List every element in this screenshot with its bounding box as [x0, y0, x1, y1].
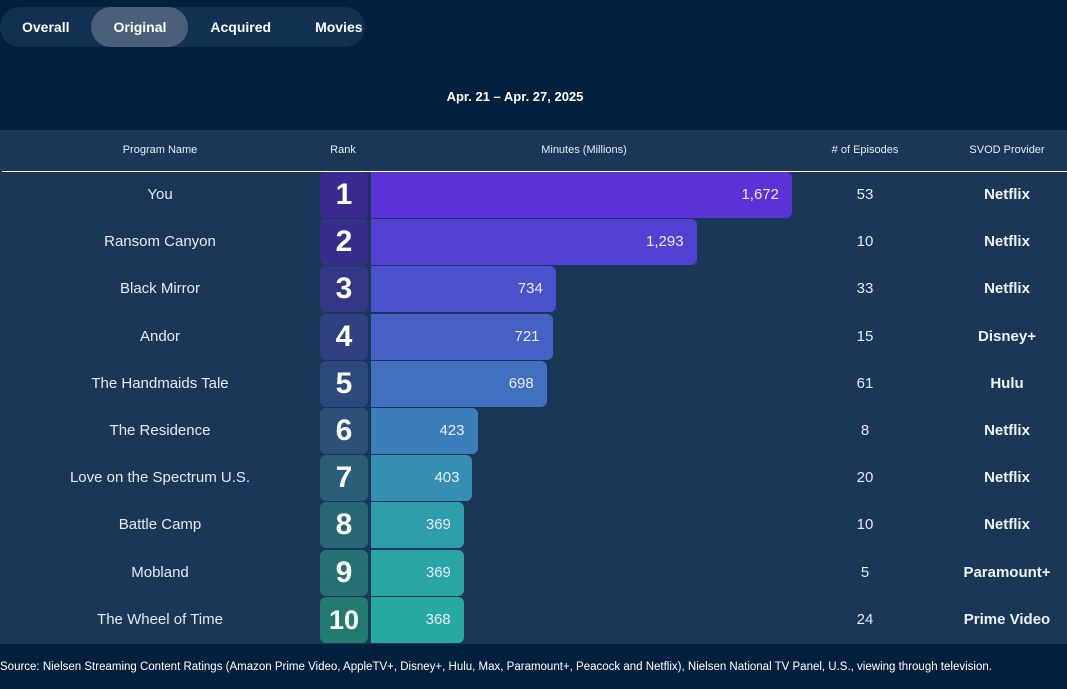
- minutes-value-label: 734: [517, 280, 543, 298]
- table-row: Andor 4 721 15 Disney+: [0, 313, 1067, 360]
- program-name: Battle Camp: [118, 516, 202, 534]
- svod-provider: Hulu: [990, 374, 1024, 392]
- table-row: The Handmaids Tale 5 698 61 Hulu: [0, 360, 1067, 407]
- rank-badge: 3: [320, 266, 368, 313]
- episode-count: 8: [860, 422, 870, 439]
- svod-provider: Paramount+: [963, 563, 1051, 581]
- minutes-value-label: 369: [425, 516, 451, 534]
- program-name: Love on the Spectrum U.S.: [69, 469, 251, 487]
- rank-badge: 9: [320, 549, 368, 596]
- minutes-value-label: 1,672: [741, 186, 779, 203]
- episode-count: 5: [860, 563, 870, 581]
- episode-count: 53: [856, 186, 874, 203]
- header-minutes: Minutes (Millions): [541, 144, 627, 156]
- header-rank: Rank: [330, 144, 356, 156]
- minutes-bar: 423: [371, 408, 478, 454]
- episode-count: 10: [856, 516, 874, 534]
- minutes-value-label: 698: [508, 374, 534, 392]
- program-name: You: [147, 186, 173, 203]
- minutes-bar: 1,672: [371, 172, 792, 218]
- minutes-bar: 369: [371, 549, 464, 596]
- episode-count: 10: [856, 233, 874, 251]
- program-name: Black Mirror: [119, 280, 201, 298]
- ranking-table: Program Name Rank Minutes (Millions) # o…: [0, 130, 1067, 644]
- rank-badge: 6: [320, 408, 368, 454]
- minutes-bar: 698: [371, 360, 547, 407]
- tab-acquired[interactable]: Acquired: [210, 19, 272, 35]
- program-name: The Handmaids Tale: [91, 374, 229, 392]
- minutes-bar: 721: [371, 313, 553, 360]
- table-row: Ransom Canyon 2 1,293 10 Netflix: [0, 219, 1067, 266]
- svod-provider: Netflix: [984, 280, 1030, 298]
- rank-badge: 5: [320, 360, 368, 407]
- minutes-value-label: 1,293: [646, 233, 684, 251]
- table-row: The Wheel of Time 10 368 24 Prime Video: [0, 596, 1067, 643]
- minutes-value-label: 403: [434, 469, 460, 487]
- svod-provider: Netflix: [984, 233, 1030, 251]
- svod-provider: Prime Video: [963, 610, 1051, 628]
- minutes-bar: 403: [371, 455, 473, 502]
- program-name: Mobland: [131, 563, 189, 581]
- episode-count: 15: [856, 327, 874, 345]
- table-row: You 1 1,672 53 Netflix: [0, 172, 1067, 218]
- minutes-value-label: 721: [514, 327, 540, 345]
- header-provider: SVOD Provider: [969, 144, 1045, 156]
- table-row: Black Mirror 3 734 33 Netflix: [0, 266, 1067, 313]
- minutes-value-label: 368: [425, 610, 451, 628]
- tab-movies[interactable]: Movies: [315, 19, 363, 35]
- program-name: The Residence: [109, 422, 211, 439]
- svod-provider: Disney+: [978, 327, 1036, 345]
- table-row: The Residence 6 423 8 Netflix: [0, 408, 1067, 454]
- minutes-bar: 734: [371, 266, 556, 313]
- episode-count: 24: [856, 610, 874, 628]
- rank-badge: 1: [320, 172, 368, 218]
- svod-provider: Netflix: [984, 422, 1030, 439]
- rank-badge: 2: [320, 219, 368, 266]
- minutes-value-label: 423: [439, 422, 465, 439]
- program-name: Ransom Canyon: [104, 233, 216, 251]
- svod-provider: Netflix: [984, 469, 1030, 487]
- rank-badge: 4: [320, 313, 368, 360]
- rank-badge: 10: [320, 596, 368, 643]
- rank-badge: 8: [320, 502, 368, 549]
- header-episodes: # of Episodes: [831, 144, 899, 156]
- episode-count: 33: [856, 280, 874, 298]
- tab-overall[interactable]: Overall: [22, 19, 70, 35]
- minutes-bar: 1,293: [371, 219, 697, 266]
- rank-badge: 7: [320, 455, 368, 502]
- table-row: Mobland 9 369 5 Paramount+: [0, 549, 1067, 596]
- svod-provider: Netflix: [984, 186, 1030, 203]
- table-row: Battle Camp 8 369 10 Netflix: [0, 502, 1067, 549]
- category-tabs: Overall Original Acquired Movies: [0, 7, 365, 47]
- minutes-bar: 368: [371, 596, 464, 643]
- program-name: Andor: [139, 327, 181, 345]
- program-name: The Wheel of Time: [97, 610, 223, 628]
- svod-provider: Netflix: [984, 516, 1030, 534]
- minutes-value-label: 369: [425, 563, 451, 581]
- date-range: Apr. 21 – Apr. 27, 2025: [446, 89, 584, 104]
- header-divider: [2, 171, 1067, 172]
- minutes-bar: 369: [371, 502, 464, 549]
- header-program-name: Program Name: [122, 144, 198, 156]
- tab-original[interactable]: Original: [91, 7, 189, 47]
- table-row: Love on the Spectrum U.S. 7 403 20 Netflix: [0, 455, 1067, 502]
- episode-count: 20: [856, 469, 874, 487]
- table-header: Program Name Rank Minutes (Millions) # o…: [0, 130, 1067, 172]
- source-note: Source: Nielsen Streaming Content Rating…: [0, 661, 992, 673]
- episode-count: 61: [856, 374, 874, 392]
